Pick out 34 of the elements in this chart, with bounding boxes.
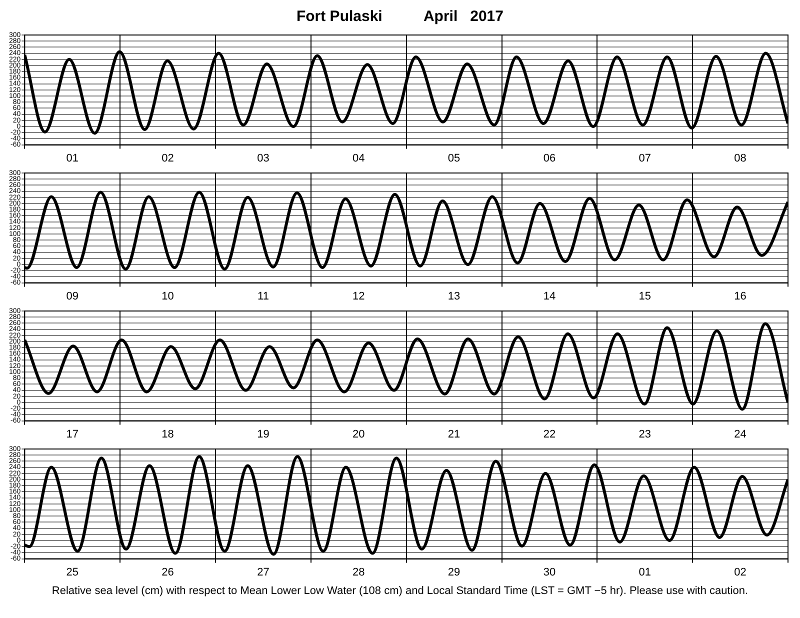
x-tick-label: 23 bbox=[638, 428, 651, 440]
x-tick-label: 14 bbox=[543, 290, 556, 302]
x-tick-label: 12 bbox=[352, 290, 365, 302]
x-tick-label: 09 bbox=[66, 290, 79, 302]
x-tick-label: 19 bbox=[257, 428, 270, 440]
text: Relative sea level (cm) with respect to Mean Lower Low Water (108 cm) and Local Standard Time (LST = GMT −5 hr). Please use with caution. bbox=[50, 585, 750, 597]
x-tick-label: 10 bbox=[162, 290, 174, 302]
x-tick-label: 11 bbox=[258, 290, 269, 302]
x-tick-label: 01 bbox=[66, 152, 79, 164]
x-tick-label: 04 bbox=[352, 152, 365, 164]
x-tick-label: 25 bbox=[66, 566, 79, 578]
x-tick-label: 03 bbox=[257, 152, 270, 164]
x-tick-label: 02 bbox=[162, 152, 174, 164]
x-tick-label: 22 bbox=[543, 428, 556, 440]
x-tick-label: 01 bbox=[638, 566, 651, 578]
x-tick-label: 08 bbox=[734, 152, 746, 164]
x-tick-label: 29 bbox=[448, 566, 460, 578]
x-tick-label: 07 bbox=[638, 152, 651, 164]
x-tick-label: 02 bbox=[734, 566, 746, 578]
x-tick-label: 06 bbox=[543, 152, 556, 164]
x-tick-label: 05 bbox=[448, 152, 460, 164]
x-tick-label: 17 bbox=[66, 428, 79, 440]
x-tick-label: 28 bbox=[352, 566, 365, 578]
x-tick-label: 21 bbox=[448, 428, 460, 440]
x-tick-label: 30 bbox=[543, 566, 556, 578]
x-tick-label: 20 bbox=[352, 428, 365, 440]
x-tick-label: 27 bbox=[257, 566, 270, 578]
chart-title: Fort Pulaski April 2017 bbox=[295, 8, 504, 27]
x-tick-label: 18 bbox=[162, 428, 174, 440]
x-tick-label: 24 bbox=[734, 428, 746, 440]
x-tick-label: 26 bbox=[162, 566, 174, 578]
x-tick-label: 16 bbox=[734, 290, 746, 302]
x-tick-label: 13 bbox=[448, 290, 460, 302]
x-tick-label: 15 bbox=[638, 290, 651, 302]
